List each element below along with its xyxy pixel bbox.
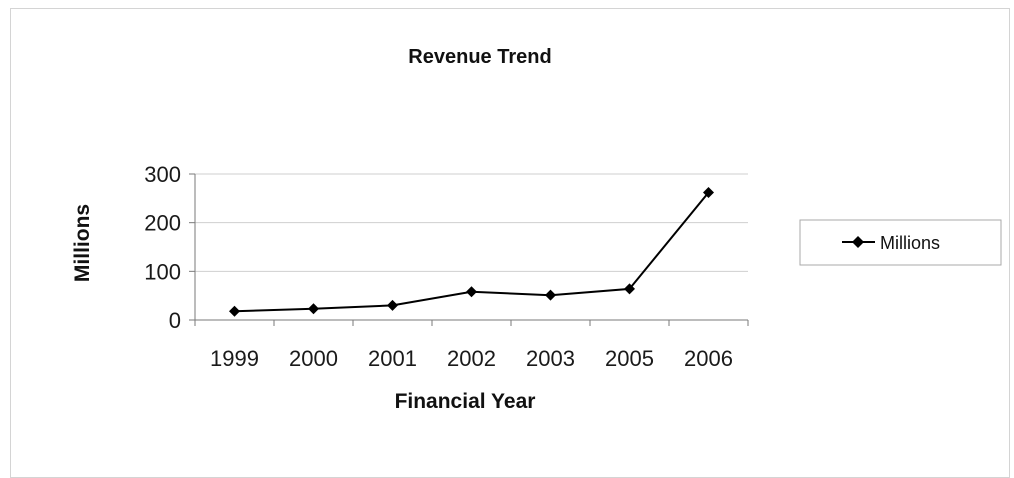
series-group (229, 186, 714, 317)
x-tick-label: 2001 (368, 346, 417, 371)
data-point (466, 286, 477, 298)
legend: Millions (799, 219, 1002, 266)
x-tick-label: 2006 (684, 346, 733, 371)
data-point (703, 186, 714, 198)
data-point (229, 305, 240, 317)
data-point (624, 283, 635, 295)
x-tick-label: 1999 (210, 346, 259, 371)
legend-box (799, 219, 1002, 266)
y-tick-label: 300 (144, 162, 181, 187)
x-tick-label: 2002 (447, 346, 496, 371)
axes (189, 173, 749, 326)
y-tick-labels: 0 100 200 300 (144, 162, 181, 333)
data-point (387, 299, 398, 311)
data-point (308, 303, 319, 315)
y-tick-label: 0 (169, 308, 181, 333)
legend-marker (852, 236, 864, 248)
y-axis-title: Millions (71, 204, 94, 282)
y-tick-label: 200 (144, 211, 181, 236)
x-tick-label: 2003 (526, 346, 575, 371)
y-tick-label: 100 (144, 259, 181, 284)
data-point (545, 289, 556, 301)
x-tick-labels: 1999 2000 2001 2002 2003 2005 2006 (210, 346, 733, 371)
chart-title: Revenue Trend (408, 46, 551, 68)
x-tick-label: 2005 (605, 346, 654, 371)
x-tick-label: 2000 (289, 346, 338, 371)
gridlines (195, 173, 748, 272)
x-axis-title: Financial Year (395, 390, 536, 413)
legend-label: Millions (880, 233, 940, 253)
